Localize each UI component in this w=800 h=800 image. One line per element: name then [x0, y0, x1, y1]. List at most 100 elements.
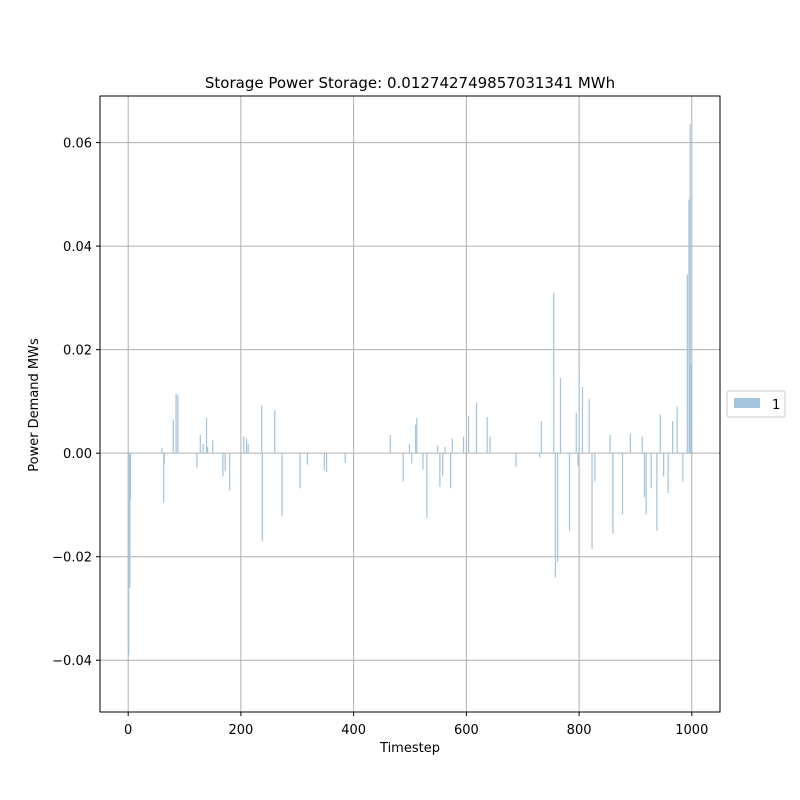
bar: [612, 453, 614, 534]
bar: [581, 386, 584, 454]
bar: [205, 417, 208, 454]
bar: [688, 199, 690, 454]
grid: [100, 96, 720, 712]
bar: [415, 424, 417, 454]
bar: [468, 415, 470, 454]
bar: [426, 453, 428, 518]
bar: [306, 453, 309, 465]
bar: [489, 436, 491, 454]
bar: [672, 421, 674, 454]
y-tick-label: 0.04: [63, 240, 92, 255]
bar: [621, 453, 624, 515]
bar: [274, 410, 276, 454]
bar: [224, 453, 226, 472]
bar: [172, 419, 174, 454]
bar: [416, 417, 418, 454]
bar: [212, 440, 214, 454]
bar: [389, 435, 391, 454]
bar: [676, 406, 678, 454]
bar: [402, 453, 404, 482]
bar: [553, 292, 555, 454]
bar: [444, 446, 446, 454]
bar: [439, 453, 441, 487]
bar: [609, 435, 611, 454]
bar: [261, 405, 263, 454]
y-tick-label: −0.04: [52, 654, 92, 669]
y-axis-title: Power Demand MWs: [27, 338, 42, 472]
bar: [299, 453, 301, 489]
bar: [163, 453, 165, 464]
bar: [689, 124, 691, 454]
bar: [540, 421, 542, 454]
y-tick-label: 0.06: [63, 137, 92, 152]
bar: [690, 365, 692, 454]
bar: [475, 402, 478, 454]
x-tick-label: 800: [567, 723, 592, 738]
bar: [128, 453, 130, 656]
legend-label: 1: [772, 398, 780, 413]
x-tick-label: 1000: [675, 723, 708, 738]
bar: [202, 443, 204, 454]
y-tick-label: 0.00: [63, 447, 92, 462]
bar: [229, 453, 231, 491]
legend: 1: [726, 390, 786, 418]
bar: [129, 453, 131, 588]
bar: [656, 453, 658, 531]
x-tick-label: 400: [341, 723, 366, 738]
bar: [641, 436, 643, 454]
bar: [422, 453, 424, 470]
bar: [650, 453, 652, 489]
bar: [667, 453, 669, 494]
bar: [261, 453, 263, 542]
bar: [449, 453, 452, 489]
bar: [645, 453, 647, 515]
bar: [682, 453, 684, 482]
bar: [451, 438, 453, 454]
bar: [539, 453, 541, 458]
bar: [588, 398, 590, 454]
x-tick-label: 600: [454, 723, 479, 738]
bar: [243, 436, 245, 454]
bar: [129, 453, 132, 500]
bar: [247, 443, 249, 454]
bar: [281, 453, 283, 517]
bar-series: [127, 124, 692, 656]
legend-swatch: [734, 398, 760, 408]
bar: [245, 438, 248, 454]
x-tick-label: 200: [228, 723, 253, 738]
bar: [577, 453, 579, 467]
bar: [408, 443, 411, 454]
bar: [196, 453, 198, 468]
bar: [591, 453, 593, 549]
bar: [568, 453, 571, 531]
x-tick-label: 0: [124, 723, 132, 738]
chart-title: Storage Power Storage: 0.012742749857031…: [205, 74, 615, 92]
bar: [411, 453, 413, 464]
bar: [325, 453, 328, 473]
bar: [554, 453, 557, 578]
bar: [659, 414, 661, 454]
bar: [437, 445, 439, 454]
bar: [594, 453, 596, 482]
bar: [575, 412, 577, 454]
bar: [486, 416, 488, 454]
x-axis-title: Timestep: [379, 741, 440, 756]
bar: [175, 393, 177, 454]
bar: [643, 453, 646, 498]
bar: [515, 453, 517, 467]
bar: [462, 436, 465, 454]
y-tick-label: −0.02: [52, 551, 92, 566]
bar: [344, 453, 346, 464]
bar: [557, 453, 559, 562]
bar: [222, 453, 224, 477]
bar: [199, 435, 201, 454]
bar: [663, 453, 665, 477]
bar: [163, 453, 165, 503]
bar: [323, 453, 325, 471]
bar: [629, 433, 631, 454]
bar: [578, 371, 580, 454]
bar: [686, 274, 688, 454]
bar: [559, 378, 562, 454]
bar: [442, 453, 444, 477]
